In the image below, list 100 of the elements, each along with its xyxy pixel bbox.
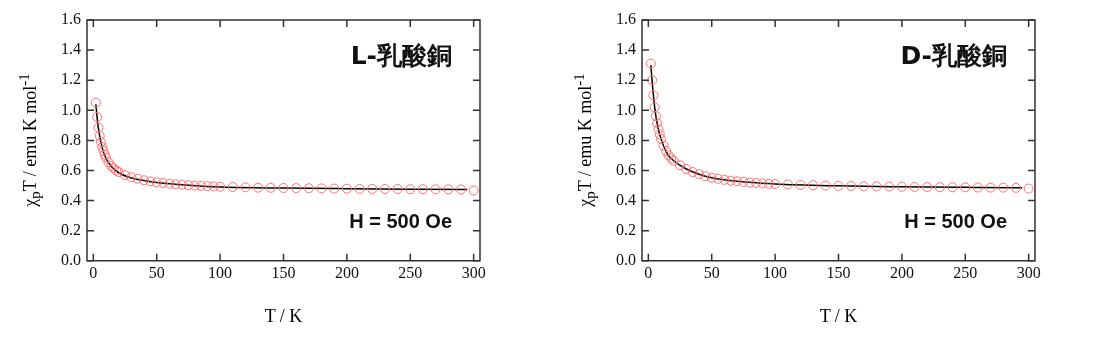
point xyxy=(265,182,276,193)
x-tick-label: 200 xyxy=(334,263,359,281)
point xyxy=(392,184,403,195)
x-tick-label: 300 xyxy=(461,263,486,281)
point xyxy=(379,184,390,195)
point xyxy=(713,173,724,184)
y-tick-label: 0.4 xyxy=(61,190,81,208)
point xyxy=(405,184,416,195)
point xyxy=(170,179,181,190)
point xyxy=(341,183,352,194)
point xyxy=(151,177,162,188)
point xyxy=(656,133,667,144)
x-tick-label: 100 xyxy=(208,263,233,281)
x-tick-label: 50 xyxy=(703,263,720,281)
point xyxy=(998,182,1009,193)
y-tick-label: 1.2 xyxy=(616,70,636,88)
point xyxy=(94,130,105,141)
point xyxy=(430,184,441,195)
point xyxy=(354,183,365,194)
point xyxy=(738,176,749,187)
x-tick-label: 0 xyxy=(644,263,653,281)
point xyxy=(770,179,781,190)
point xyxy=(687,167,698,178)
point xyxy=(706,172,717,183)
point xyxy=(189,180,200,191)
point xyxy=(972,182,983,193)
y-tick-label: 1.4 xyxy=(616,40,636,58)
x-tick-label: 150 xyxy=(826,263,851,281)
point xyxy=(820,180,831,191)
x-tick-label: 300 xyxy=(1016,263,1041,281)
x-axis-title: T / K xyxy=(264,306,303,327)
point xyxy=(648,90,659,101)
point xyxy=(658,140,669,151)
point xyxy=(92,112,103,123)
point xyxy=(253,182,264,193)
point xyxy=(303,183,314,194)
text: D-乳酸銅 xyxy=(900,40,1007,70)
point xyxy=(909,181,920,192)
point xyxy=(95,136,106,147)
point xyxy=(681,164,692,174)
point xyxy=(227,182,238,193)
point xyxy=(158,177,169,188)
point xyxy=(183,180,194,191)
point xyxy=(922,182,933,193)
point xyxy=(700,171,711,182)
point xyxy=(694,169,705,180)
y-tick-label: 0.8 xyxy=(616,130,636,148)
y-tick-label: 0.8 xyxy=(61,130,81,148)
point xyxy=(782,179,793,190)
x-tick-label: 250 xyxy=(398,263,423,281)
point xyxy=(751,177,762,188)
point xyxy=(654,129,665,140)
y-tick-label: 1.0 xyxy=(616,100,636,118)
point xyxy=(90,97,101,108)
point xyxy=(808,180,819,191)
y-tick-label: 0.6 xyxy=(61,160,81,178)
x-tick-label: 50 xyxy=(148,263,165,281)
point xyxy=(795,179,806,190)
point xyxy=(757,178,768,189)
y-tick-label: 1.2 xyxy=(61,70,81,88)
point xyxy=(719,174,730,185)
point xyxy=(202,181,213,192)
x-tick-label: 100 xyxy=(763,263,788,281)
point xyxy=(120,170,131,181)
point xyxy=(649,102,660,113)
x-tick-label: 200 xyxy=(889,263,914,281)
point xyxy=(763,178,774,189)
y-tick-label: 0.0 xyxy=(616,251,636,268)
y-tick-label: 1.6 xyxy=(616,10,636,28)
point xyxy=(985,182,996,193)
point xyxy=(278,182,289,193)
y-tick-label: 0.2 xyxy=(616,220,636,238)
y-tick-label: 1.6 xyxy=(61,10,81,28)
point xyxy=(417,184,428,195)
point xyxy=(164,178,175,189)
point xyxy=(650,111,661,122)
point xyxy=(846,181,857,191)
y-tick-label: 0.6 xyxy=(616,160,636,178)
point xyxy=(240,182,251,193)
point xyxy=(139,175,150,186)
point xyxy=(93,122,104,133)
point xyxy=(947,182,958,193)
point xyxy=(645,58,656,69)
point xyxy=(367,183,378,194)
point xyxy=(177,179,188,190)
point xyxy=(132,173,143,184)
annotation: H = 500 Oe xyxy=(904,210,1007,233)
point xyxy=(653,124,664,135)
point xyxy=(934,182,945,193)
y-tick-label: 1.0 xyxy=(61,100,81,118)
point xyxy=(291,183,302,194)
x-tick-label: 0 xyxy=(89,263,98,281)
point xyxy=(732,176,743,187)
y-tick-label: 0.4 xyxy=(616,190,636,208)
point xyxy=(455,184,466,195)
point xyxy=(725,175,736,186)
text: L-乳酸銅 xyxy=(350,40,452,70)
x-axis-title: T / K xyxy=(819,306,858,327)
point xyxy=(858,181,869,192)
point xyxy=(960,182,971,193)
